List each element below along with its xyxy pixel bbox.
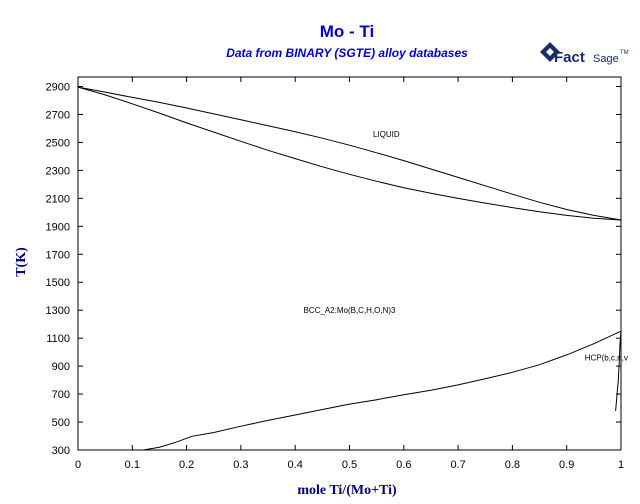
- chart-title: Mo - Ti: [320, 22, 374, 41]
- factsage-logo-tm: TM: [620, 50, 629, 56]
- x-tick-label: 0.2: [179, 459, 194, 471]
- solidus-curve: [77, 86, 622, 221]
- factsage-logo-sage: Sage: [593, 53, 619, 65]
- factsage-logo-main: Fact: [554, 49, 585, 66]
- phase-label: LIQUID: [373, 130, 400, 139]
- plot-frame: [77, 76, 622, 451]
- x-tick-label: 0.8: [505, 459, 520, 471]
- x-tick-label: 0.5: [342, 459, 357, 471]
- y-tick-label: 2500: [46, 137, 70, 149]
- phase-labels: LIQUID BCC_A2:Mo(B,C,H,O,N)3 HCP(b,c,n,v: [303, 130, 627, 363]
- y-axis: 300 500 700 900 1100 1300 1500 1700 1900 2100 2300…: [46, 82, 621, 457]
- phase-label: BCC_A2:Mo(B,C,H,O,N)3: [303, 306, 396, 315]
- x-tick-label: 0.6: [396, 459, 411, 471]
- phase-boundaries: [77, 86, 622, 451]
- y-tick-label: 1700: [46, 249, 70, 261]
- hcp-solvus-curve: [615, 331, 622, 411]
- x-tick-label: 0.1: [125, 459, 140, 471]
- liquidus-curve: [77, 86, 622, 221]
- y-tick-label: 2300: [46, 165, 70, 177]
- bcc-hcp-boundary: [143, 330, 622, 451]
- factsage-emblem-notch: [546, 48, 554, 56]
- y-tick-label: 2900: [46, 82, 70, 94]
- x-tick-label: 0.9: [559, 459, 574, 471]
- y-tick-label: 1900: [46, 221, 70, 233]
- y-tick-label: 1100: [46, 333, 70, 345]
- factsage-logo: Fact Sage TM: [540, 42, 629, 66]
- y-tick-label: 1500: [46, 277, 70, 289]
- y-tick-label: 500: [52, 417, 70, 429]
- y-tick-label: 700: [52, 389, 70, 401]
- y-tick-label: 900: [52, 361, 70, 373]
- phase-label: HCP(b,c,n,v: [585, 354, 628, 363]
- x-tick-label: 0.3: [233, 459, 248, 471]
- y-tick-label: 300: [52, 445, 70, 457]
- x-tick-label: 0.7: [450, 459, 465, 471]
- y-axis-title: T(K): [14, 247, 29, 277]
- y-tick-label: 2700: [46, 109, 70, 121]
- x-tick-label: 0: [75, 459, 81, 471]
- chart-subtitle: Data from BINARY (SGTE) alloy databases: [226, 46, 468, 60]
- y-tick-label: 1300: [46, 305, 70, 317]
- x-axis-title: mole Ti/(Mo+Ti): [297, 483, 397, 498]
- x-tick-label: 1: [618, 459, 624, 471]
- y-tick-label: 2100: [46, 193, 70, 205]
- x-axis: 0 0.1 0.2 0.3 0.4 0.5 0.6 0.7 0.8 0.9 1: [75, 77, 624, 471]
- x-tick-label: 0.4: [288, 459, 303, 471]
